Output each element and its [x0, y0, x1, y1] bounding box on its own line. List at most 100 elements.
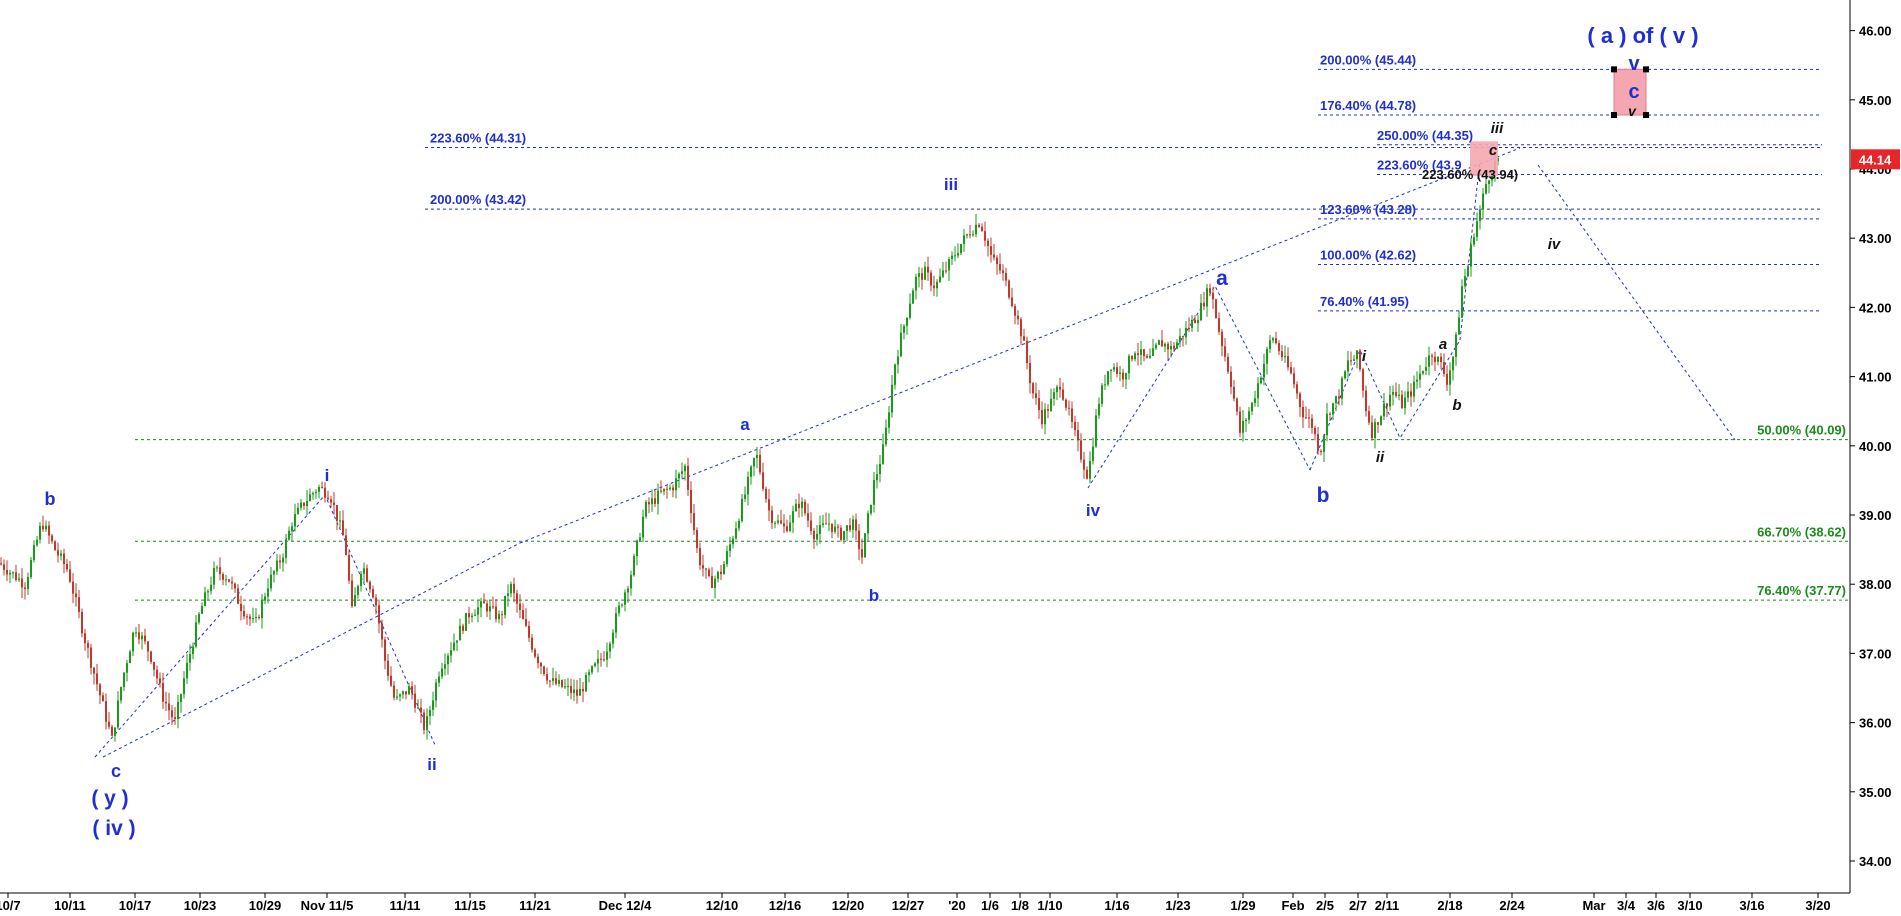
- candle-body: [681, 471, 683, 474]
- candle-body: [1116, 367, 1118, 374]
- candle-body: [699, 548, 701, 566]
- candle-body: [597, 658, 599, 664]
- candle-body: [129, 651, 131, 664]
- candle-body: [1056, 386, 1058, 393]
- candle-body: [72, 581, 74, 594]
- candle-body: [1329, 413, 1331, 415]
- x-tick-label-7: 11/15: [454, 898, 486, 911]
- candle-body: [528, 625, 530, 638]
- candle-body: [1083, 459, 1085, 470]
- candle-body: [1128, 355, 1130, 374]
- y-tick-label-1: 35.00: [1859, 785, 1892, 800]
- candle-body: [1176, 342, 1178, 349]
- candle-body: [831, 523, 833, 532]
- candle-body: [720, 571, 722, 575]
- candle-body: [261, 600, 263, 619]
- candle-body: [1053, 392, 1055, 399]
- candle-body: [1239, 411, 1241, 433]
- candle-body: [606, 651, 608, 660]
- candle-body: [867, 513, 869, 534]
- candle-body: [687, 465, 689, 490]
- candle-body: [1365, 390, 1367, 412]
- candle-body: [882, 444, 884, 464]
- candle-body: [549, 680, 551, 682]
- candle-body: [1350, 360, 1352, 362]
- candle-body: [87, 643, 89, 648]
- candle-body: [426, 716, 428, 731]
- candle-body: [15, 572, 17, 581]
- candle-body: [1266, 348, 1268, 364]
- candle-body: [1374, 422, 1376, 439]
- candle-body: [321, 487, 323, 489]
- candle-body: [978, 224, 980, 227]
- wave-line-3: [1087, 284, 1311, 489]
- candle-body: [936, 281, 938, 289]
- candle-body: [159, 678, 161, 683]
- candle-body: [768, 499, 770, 511]
- candle-body: [384, 639, 386, 661]
- candle-body: [63, 553, 65, 565]
- candle-body: [435, 682, 437, 701]
- candle-body: [615, 613, 617, 633]
- candle-body: [201, 605, 203, 614]
- candle-body: [1362, 369, 1364, 391]
- candle-body: [162, 682, 164, 702]
- candle-body: [1317, 434, 1319, 451]
- candle-body: [1014, 306, 1016, 316]
- wave-label-i-small: i: [1362, 348, 1367, 365]
- candle-body: [1092, 446, 1094, 462]
- candle-body: [1074, 421, 1076, 431]
- candle-body: [567, 686, 569, 688]
- candle-body: [771, 510, 773, 523]
- candle-body: [1476, 221, 1478, 238]
- candle-body: [1098, 403, 1100, 416]
- candle-body: [1140, 349, 1142, 355]
- candle-body: [48, 525, 50, 536]
- candle-body: [1341, 378, 1343, 399]
- candle-body: [807, 513, 809, 521]
- candle-body: [999, 264, 1001, 271]
- candle-body: [732, 538, 734, 545]
- candle-body: [513, 583, 515, 594]
- candle-body: [1464, 276, 1466, 287]
- x-tick-label-29: 3/6: [1647, 898, 1665, 911]
- candle-body: [1170, 345, 1172, 350]
- candle-body: [900, 332, 902, 357]
- candle-body: [1089, 461, 1091, 479]
- wave-label-b2: b: [1317, 484, 1330, 507]
- candle-body: [1428, 355, 1430, 367]
- candle-body: [126, 663, 128, 673]
- y-tick-label-7: 41.00: [1859, 370, 1892, 385]
- candle-body: [204, 592, 206, 606]
- candle-body: [954, 255, 956, 257]
- candle-body: [105, 701, 107, 722]
- candle-body: [1068, 407, 1070, 409]
- candle-body: [888, 412, 890, 428]
- x-tick-label-1: 10/11: [54, 898, 86, 911]
- x-tick-label-30: 3/10: [1677, 898, 1702, 911]
- candle-body: [1281, 351, 1283, 358]
- candle-body: [666, 488, 668, 490]
- candle-body: [243, 610, 245, 617]
- x-tick-label-21: Feb: [1281, 898, 1304, 911]
- candle-body: [279, 560, 281, 563]
- candle-body: [264, 596, 266, 601]
- candle-body: [762, 472, 764, 489]
- candle-body: [594, 663, 596, 667]
- candle-body: [186, 662, 188, 679]
- candle-body: [411, 686, 413, 694]
- candle-body: [1449, 370, 1451, 385]
- candle-body: [258, 616, 260, 619]
- x-tick-label-23: 2/7: [1349, 898, 1367, 911]
- candle-body: [1323, 435, 1325, 452]
- candle-body: [957, 253, 959, 256]
- candle-body: [465, 613, 467, 631]
- wave-label-v-top: v: [1628, 53, 1640, 75]
- candle-body: [84, 633, 86, 644]
- candle-body: [225, 579, 227, 581]
- candle-body: [489, 606, 491, 612]
- candle-body: [414, 693, 416, 708]
- candle-body: [786, 526, 788, 532]
- candle-body: [750, 466, 752, 477]
- y-tick-label-5: 39.00: [1859, 508, 1892, 523]
